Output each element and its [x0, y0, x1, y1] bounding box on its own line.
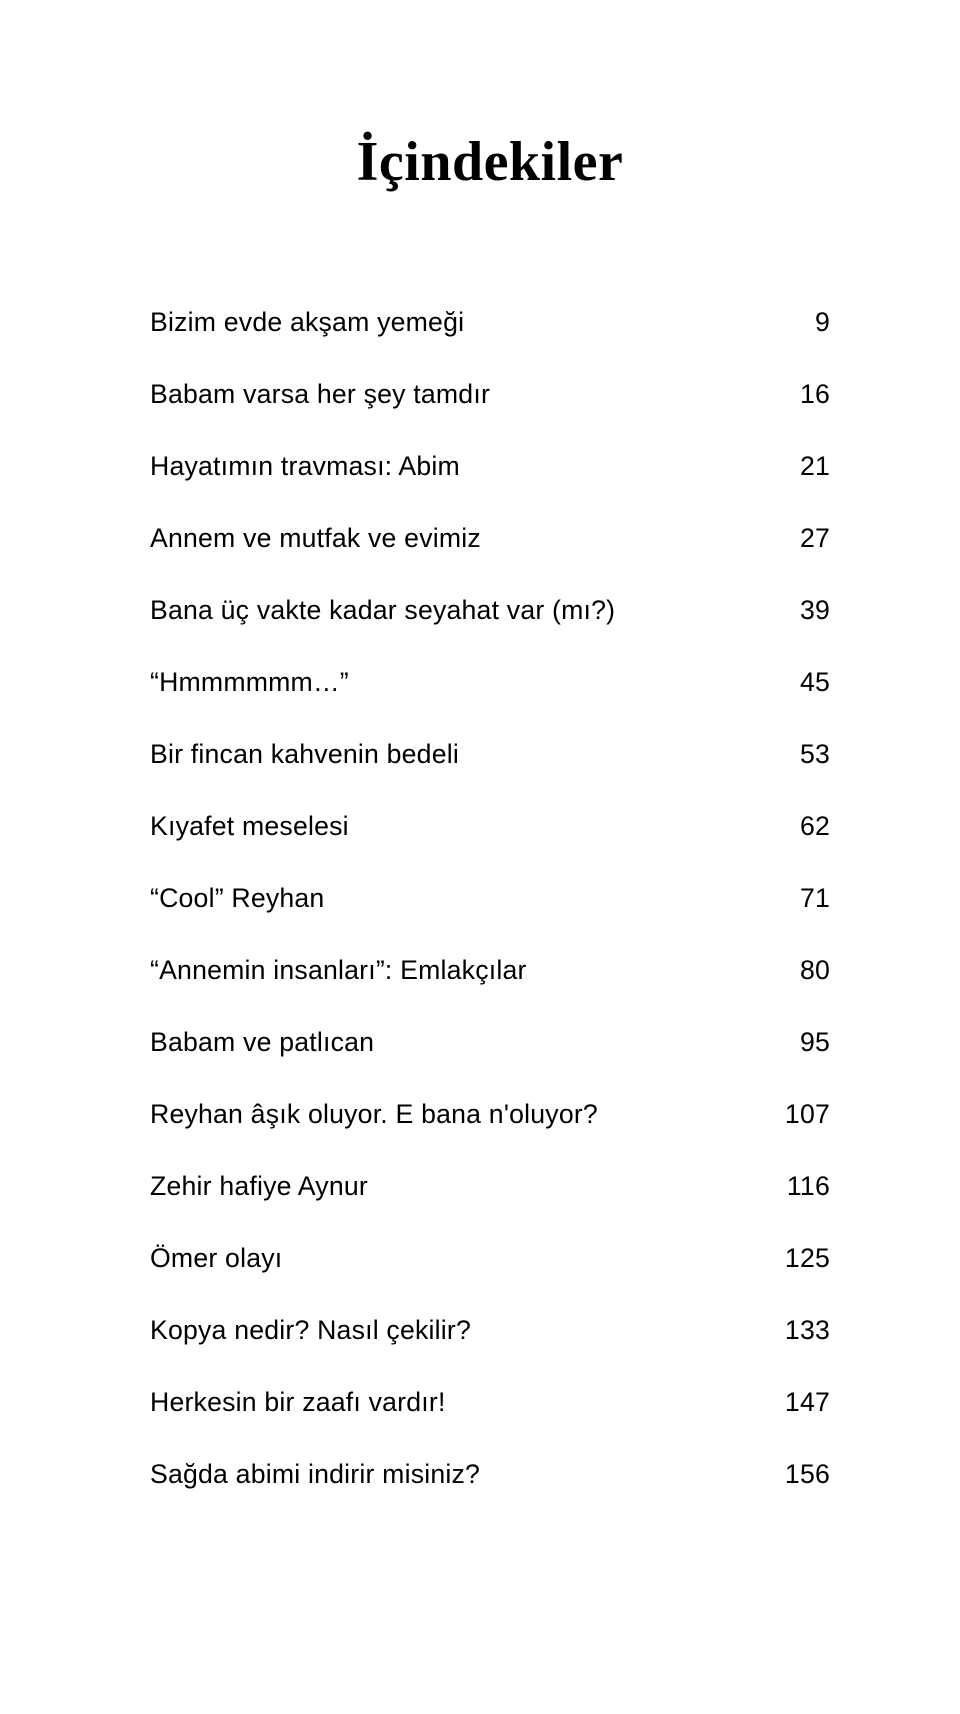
document-page: İçindekiler Bizim evde akşam yemeği9Baba…	[0, 0, 960, 1714]
toc-entry: Bizim evde akşam yemeği 9	[150, 286, 830, 358]
toc-entry-page: 71	[800, 862, 830, 934]
toc-entry-label: Bana üç vakte kadar seyahat var (mı?)	[150, 574, 615, 646]
toc-entry-page: 147	[785, 1366, 830, 1438]
toc-leader-dots	[286, 1240, 781, 1267]
toc-entry-label: Zehir hafiye Aynur	[150, 1150, 368, 1222]
toc-leader-dots	[484, 1456, 781, 1483]
toc-entry-page: 45	[800, 646, 830, 718]
toc-entry-page: 80	[800, 934, 830, 1006]
toc-entry-label: Herkesin bir zaafı vardır!	[150, 1366, 446, 1438]
toc-entry: Reyhan âşık oluyor. E bana n'oluyor? 107	[150, 1078, 830, 1150]
page-title: İçindekiler	[150, 130, 830, 194]
toc-leader-dots	[485, 520, 796, 547]
toc-entry: Herkesin bir zaafı vardır! 147	[150, 1366, 830, 1438]
toc-entry-label: Ömer olayı	[150, 1222, 282, 1294]
toc-entry: Zehir hafiye Aynur 116	[150, 1150, 830, 1222]
toc-leader-dots	[450, 1384, 781, 1411]
toc-entry-page: 16	[800, 358, 830, 430]
toc-entry: Kopya nedir? Nasıl çekilir? 133	[150, 1294, 830, 1366]
toc-entry-label: Kopya nedir? Nasıl çekilir?	[150, 1294, 471, 1366]
toc-entry: Babam ve patlıcan 95	[150, 1006, 830, 1078]
toc-entry: “Cool” Reyhan 71	[150, 862, 830, 934]
toc-entry: Sağda abimi indirir misiniz? 156	[150, 1438, 830, 1510]
toc-entry-label: Bir fincan kahvenin bedeli	[150, 718, 459, 790]
toc-leader-dots	[602, 1096, 781, 1123]
toc-entry-page: 156	[785, 1438, 830, 1510]
toc-entry: Babam varsa her şey tamdır 16	[150, 358, 830, 430]
toc-leader-dots	[328, 880, 795, 907]
toc-entry: “Annemin insanları”: Emlakçılar 80	[150, 934, 830, 1006]
toc-leader-dots	[353, 664, 796, 691]
toc-entry-page: 9	[815, 286, 830, 358]
toc-entry: Kıyafet meselesi 62	[150, 790, 830, 862]
toc-entry-page: 27	[800, 502, 830, 574]
toc-entry-page: 39	[800, 574, 830, 646]
toc-leader-dots	[464, 448, 796, 475]
toc-entry: Bana üç vakte kadar seyahat var (mı?) 39	[150, 574, 830, 646]
toc-entry-label: Hayatımın travması: Abim	[150, 430, 460, 502]
toc-entry-label: Babam ve patlıcan	[150, 1006, 374, 1078]
toc-leader-dots	[494, 376, 796, 403]
toc-leader-dots	[463, 736, 796, 763]
toc-leader-dots	[475, 1312, 781, 1339]
toc-entry: “Hmmmmmm…” 45	[150, 646, 830, 718]
toc-entry-page: 125	[785, 1222, 830, 1294]
toc-entry-label: Reyhan âşık oluyor. E bana n'oluyor?	[150, 1078, 598, 1150]
toc-leader-dots	[531, 952, 796, 979]
toc-entry-page: 95	[800, 1006, 830, 1078]
toc-leader-dots	[378, 1024, 796, 1051]
toc-entry-page: 21	[800, 430, 830, 502]
toc-entry-label: “Cool” Reyhan	[150, 862, 324, 934]
toc-entry-page: 107	[785, 1078, 830, 1150]
toc-entry-label: Bizim evde akşam yemeği	[150, 286, 464, 358]
toc-entry: Annem ve mutfak ve evimiz 27	[150, 502, 830, 574]
toc-entry-label: Babam varsa her şey tamdır	[150, 358, 490, 430]
toc-entry: Hayatımın travması: Abim 21	[150, 430, 830, 502]
toc-entry-page: 133	[785, 1294, 830, 1366]
toc-entry-page: 62	[800, 790, 830, 862]
toc-entry: Bir fincan kahvenin bedeli 53	[150, 718, 830, 790]
toc-entry-label: “Hmmmmmm…”	[150, 646, 349, 718]
table-of-contents: Bizim evde akşam yemeği9Babam varsa her …	[150, 286, 830, 1510]
toc-leader-dots	[468, 304, 811, 331]
toc-entry-page: 53	[800, 718, 830, 790]
toc-leader-dots	[619, 592, 796, 619]
toc-entry: Ömer olayı 125	[150, 1222, 830, 1294]
toc-leader-dots	[353, 808, 796, 835]
toc-entry-label: Kıyafet meselesi	[150, 790, 349, 862]
toc-entry-label: Sağda abimi indirir misiniz?	[150, 1438, 480, 1510]
toc-entry-label: “Annemin insanları”: Emlakçılar	[150, 934, 527, 1006]
toc-entry-label: Annem ve mutfak ve evimiz	[150, 502, 481, 574]
toc-leader-dots	[372, 1168, 783, 1195]
toc-entry-page: 116	[787, 1150, 830, 1222]
